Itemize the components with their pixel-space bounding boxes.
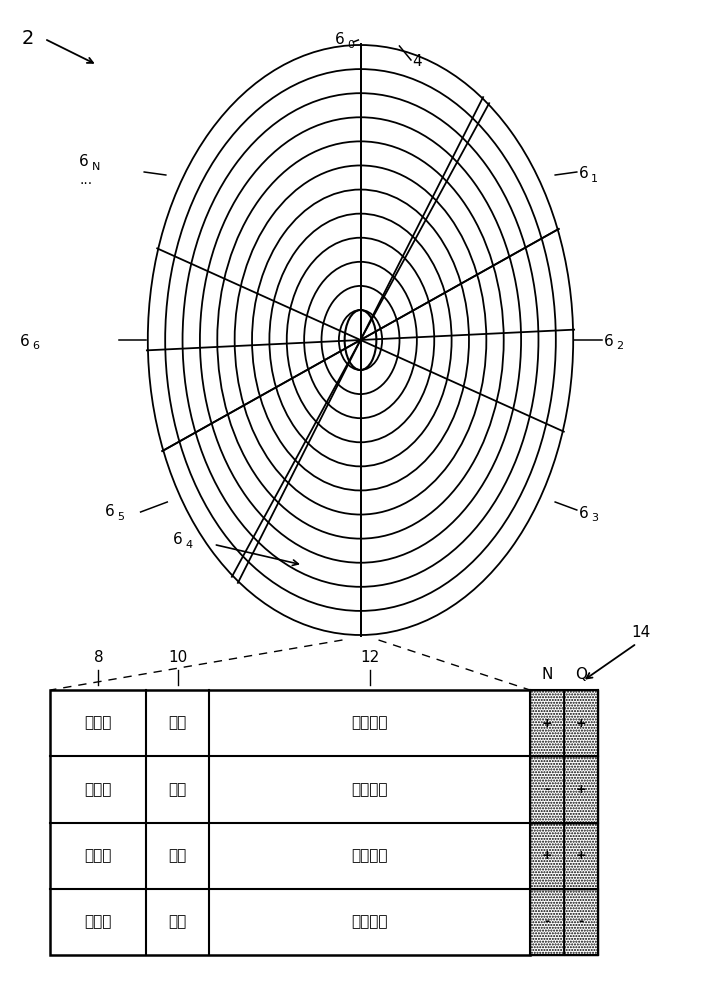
Text: 4: 4 [412, 54, 422, 70]
Bar [50, 690, 530, 955]
Text: +: + [541, 849, 552, 862]
Text: 6: 6 [579, 166, 589, 182]
Text: 14: 14 [631, 625, 650, 640]
Text: 4: 4 [185, 540, 193, 550]
Text: 12: 12 [360, 650, 379, 665]
Text: 6: 6 [79, 154, 89, 169]
Text: 1: 1 [591, 174, 598, 184]
Bar [564, 756, 598, 822]
Bar [564, 889, 598, 955]
Text: N: N [92, 162, 100, 172]
Text: 5: 5 [117, 512, 124, 522]
Text: 6: 6 [32, 341, 40, 351]
Text: 伺服数据: 伺服数据 [351, 848, 388, 863]
Bar [530, 756, 564, 822]
Bar [530, 690, 564, 756]
Text: 6: 6 [335, 32, 345, 47]
Text: 伺服数据: 伺服数据 [351, 782, 388, 797]
Text: 6: 6 [579, 506, 589, 520]
Text: 前导码: 前导码 [85, 782, 112, 797]
Bar [564, 690, 598, 756]
Text: 6: 6 [20, 334, 30, 349]
Text: +: + [576, 783, 587, 796]
Text: ...: ... [79, 173, 92, 187]
Text: 6: 6 [604, 334, 614, 349]
Text: 前导码: 前导码 [85, 914, 112, 929]
Text: 前导码: 前导码 [85, 848, 112, 863]
Text: +: + [576, 717, 587, 730]
Text: 2: 2 [616, 341, 624, 351]
Text: -: - [544, 783, 549, 796]
Bar [530, 889, 564, 955]
Bar [530, 822, 564, 889]
Text: Q: Q [575, 667, 588, 682]
Text: 3: 3 [591, 513, 598, 523]
Text: 0: 0 [348, 40, 355, 50]
Text: +: + [541, 717, 552, 730]
Text: N: N [541, 667, 553, 682]
Text: 伺服数据: 伺服数据 [351, 914, 388, 929]
Text: 同步: 同步 [169, 848, 187, 863]
Text: -: - [579, 915, 584, 928]
Text: 同步: 同步 [169, 716, 187, 731]
Text: 同步: 同步 [169, 914, 187, 929]
Text: 6: 6 [173, 532, 183, 548]
Text: -: - [544, 915, 549, 928]
Text: 2: 2 [22, 28, 34, 47]
Text: 伺服数据: 伺服数据 [351, 716, 388, 731]
Text: 6: 6 [105, 504, 115, 520]
Text: +: + [576, 849, 587, 862]
Text: 8: 8 [94, 650, 103, 665]
Text: 同步: 同步 [169, 782, 187, 797]
Text: 10: 10 [168, 650, 187, 665]
Bar [564, 822, 598, 889]
Text: 前导码: 前导码 [85, 716, 112, 731]
